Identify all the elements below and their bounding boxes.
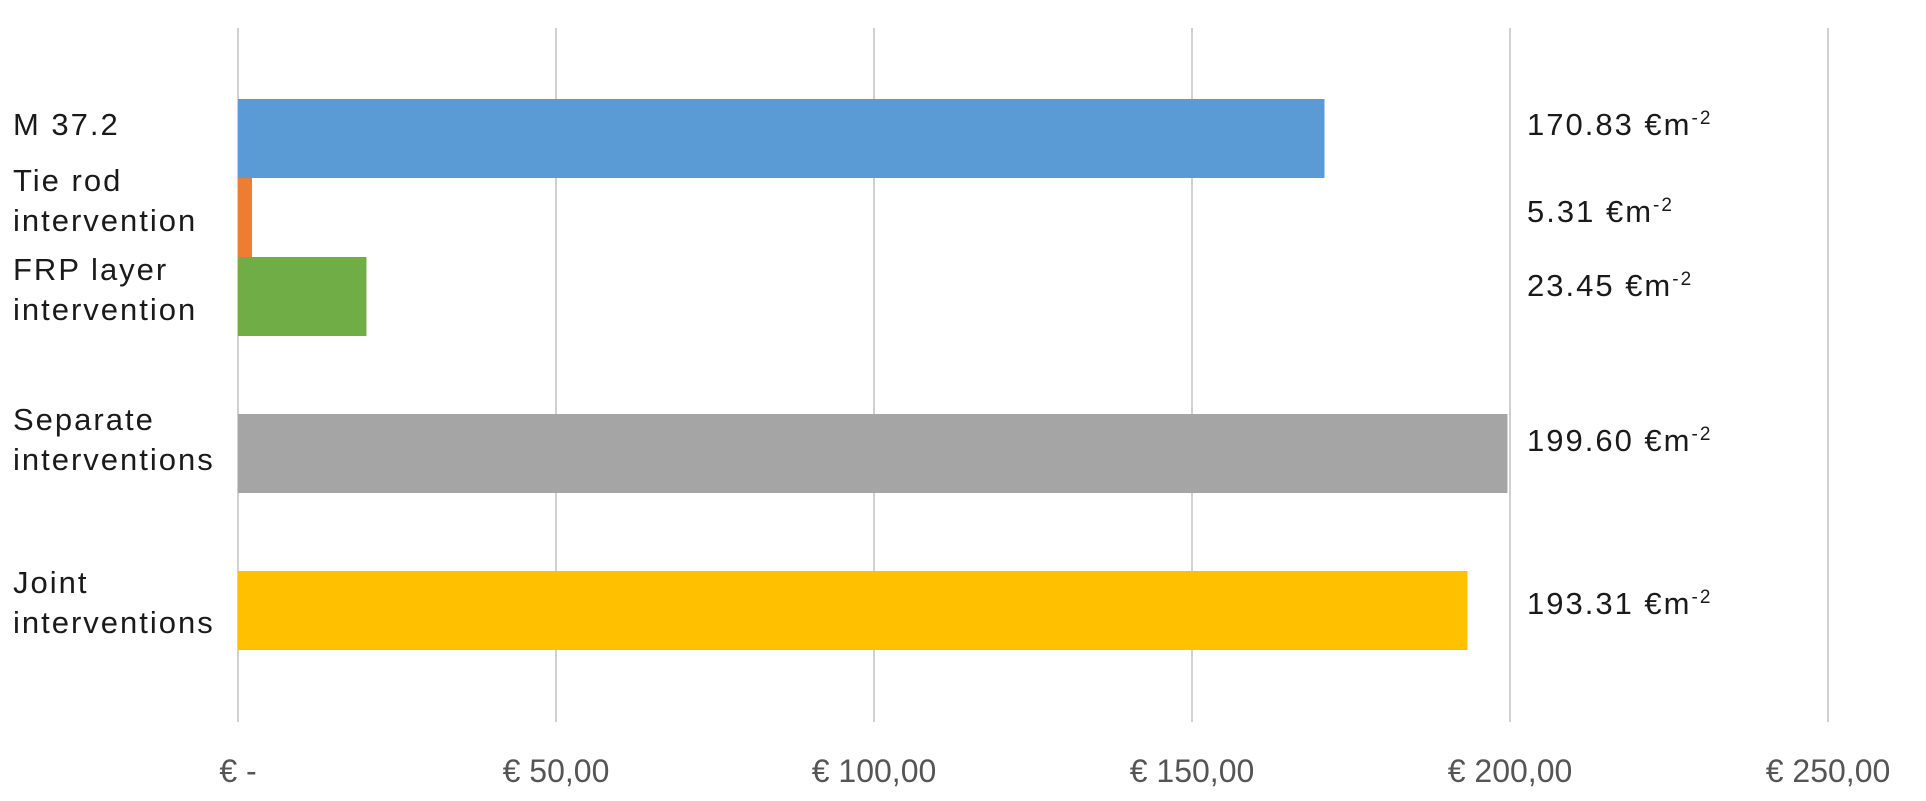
bar xyxy=(238,178,252,257)
bar xyxy=(238,414,1508,493)
category-label: intervention xyxy=(13,203,197,238)
bars xyxy=(238,99,1508,650)
category-label: intervention xyxy=(13,292,197,327)
x-tick-label: € 250,00 xyxy=(1766,753,1891,789)
x-tick-label: € 150,00 xyxy=(1130,753,1255,789)
x-tick-label: € - xyxy=(219,753,256,789)
value-label: 170.83 €m-2 xyxy=(1527,107,1712,142)
value-labels: 170.83 €m-2 5.31 €m-2 23.45 €m-2 199.60 €m-… xyxy=(1527,107,1712,621)
value-label: 23.45 €m-2 xyxy=(1527,268,1693,303)
value-label: 199.60 €m-2 xyxy=(1527,423,1712,458)
x-tick-label: € 100,00 xyxy=(812,753,937,789)
x-tick-label: € 50,00 xyxy=(503,753,610,789)
bar xyxy=(238,257,367,336)
category-label: Separate xyxy=(13,402,155,437)
category-labels: M 37.2 Tie rod intervention FRP layer interv… xyxy=(13,107,215,640)
category-label: interventions xyxy=(13,605,215,640)
value-label: 193.31 €m-2 xyxy=(1527,586,1712,621)
category-label: Joint xyxy=(13,565,88,600)
bar xyxy=(238,571,1468,650)
x-tick-label: € 200,00 xyxy=(1448,753,1573,789)
value-label: 5.31 €m-2 xyxy=(1527,194,1674,229)
category-label: FRP layer xyxy=(13,252,168,287)
bar xyxy=(238,99,1325,178)
category-label: M 37.2 xyxy=(13,107,120,142)
category-label: Tie rod xyxy=(13,163,122,198)
category-label: interventions xyxy=(13,442,215,477)
x-axis-ticks: € - € 50,00 € 100,00 € 150,00 € 200,00 € 250,… xyxy=(219,753,1890,789)
